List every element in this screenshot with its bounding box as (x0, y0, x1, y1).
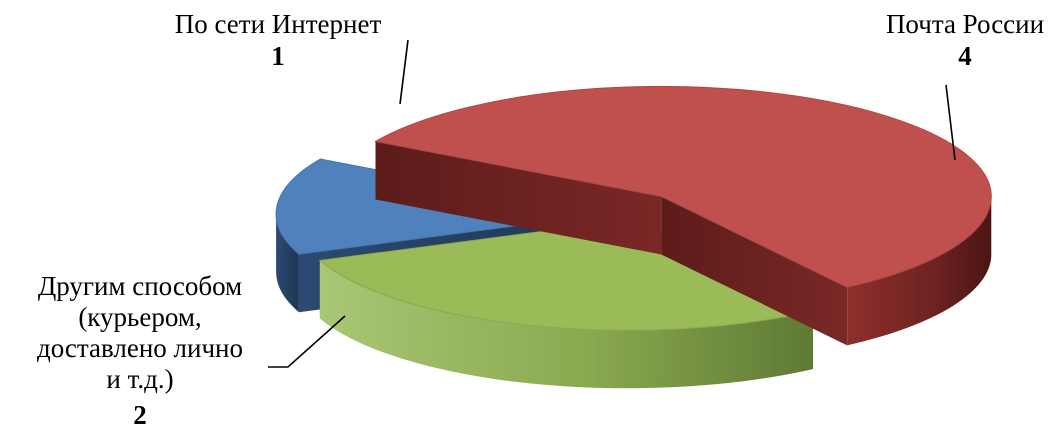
leader-line-0 (945, 84, 956, 161)
pie-slice-0-cut-face-1 (661, 196, 848, 346)
slice-label-1: Другим способом(курьером,доставлено личн… (37, 271, 346, 430)
leader-line-2 (399, 39, 409, 105)
slice-label-1-line-1: (курьером, (78, 302, 201, 332)
pie-slice-0-side (847, 196, 992, 346)
slice-value-2: 1 (271, 41, 285, 71)
slice-label-1-line-0: Другим способом (38, 271, 242, 301)
leader-line-1 (268, 315, 346, 368)
slice-label-1-line-3: и т.д.) (106, 364, 173, 394)
slice-label-2-line-0: По сети Интернет (175, 9, 382, 39)
slice-label-1-line-2: доставлено лично (37, 333, 243, 363)
pie-slice-0-cut-face-0 (375, 141, 662, 255)
pie-slice-0 (374, 85, 992, 346)
pie-slice-2-side (276, 214, 299, 313)
pie-slice-0-top (374, 85, 992, 288)
slice-value-1: 2 (133, 400, 147, 430)
pie-slice-1-top (318, 219, 815, 331)
slice-value-0: 4 (958, 41, 972, 71)
pie-slice-1-side (319, 260, 813, 389)
slice-label-0-line-0: Почта России (886, 9, 1044, 39)
